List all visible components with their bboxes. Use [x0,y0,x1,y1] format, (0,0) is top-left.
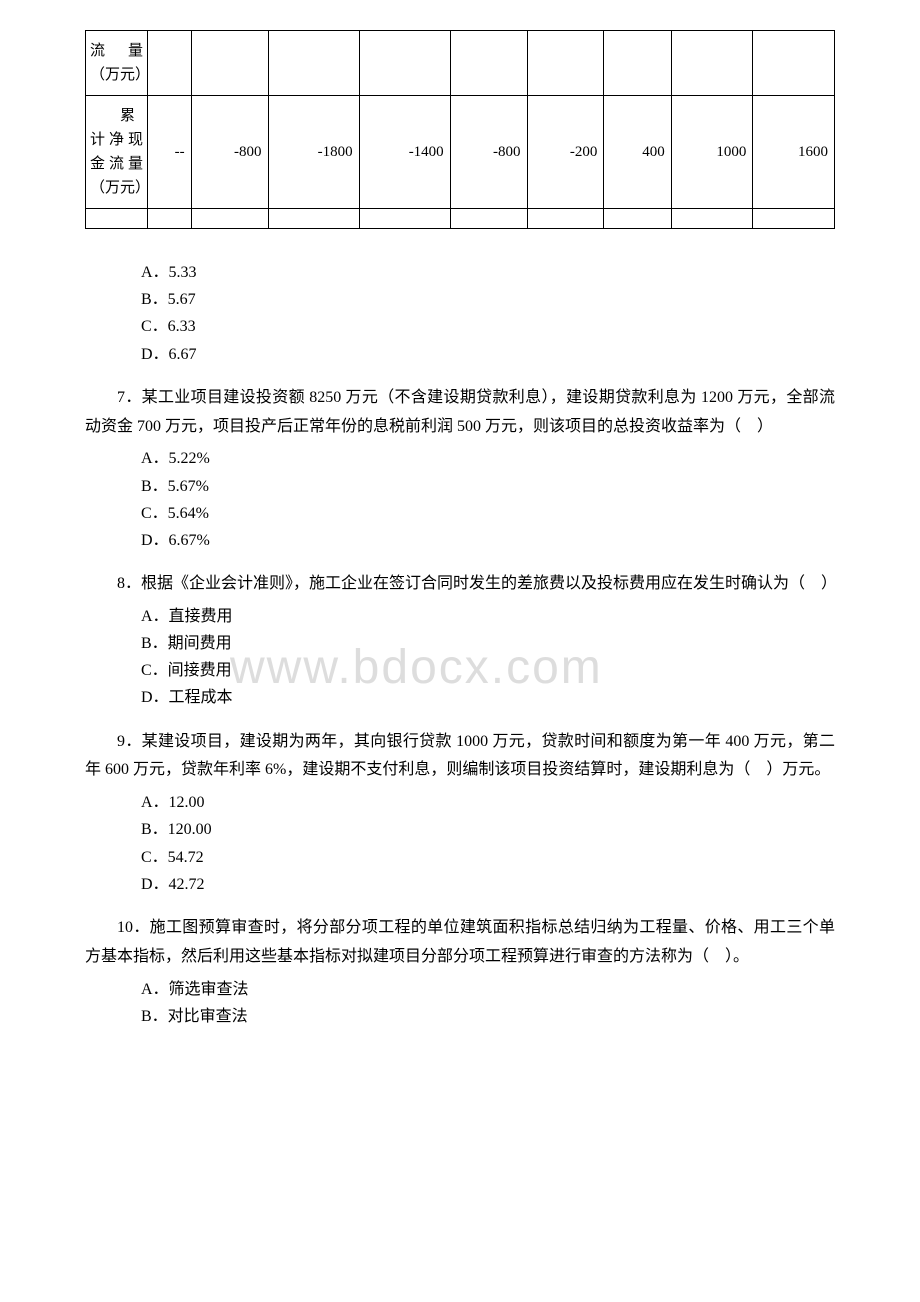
option-c: C．间接费用 [141,657,835,684]
cell [604,31,671,96]
cash-flow-table: 流量（万元） 累计净现金流量（万元） -- -800 -1800 -1400 -… [85,30,835,229]
cell [753,209,835,229]
cell [753,31,835,96]
question-6-options: A．5.33 B．5.67 C．6.33 D．6.67 [85,259,835,368]
option-c: C．6.33 [141,313,835,340]
question-text: 10．施工图预算审查时，将分部分项工程的单位建筑面积指标总结归纳为工程量、价格、… [85,914,835,972]
cell: 400 [604,96,671,209]
cell: 1600 [753,96,835,209]
cell: -800 [191,96,268,209]
cell [527,209,604,229]
option-b: B．期间费用 [141,630,835,657]
option-b: B．5.67% [141,473,835,500]
table-row [86,209,835,229]
cell: -- [148,96,192,209]
question-9: 9．某建设项目，建设期为两年，其向银行贷款 1000 万元，贷款时间和额度为第一… [85,728,835,898]
option-a: A．直接费用 [141,603,835,630]
option-a: A．筛选审查法 [141,976,835,1003]
question-10: 10．施工图预算审查时，将分部分项工程的单位建筑面积指标总结归纳为工程量、价格、… [85,914,835,1030]
option-d: D．6.67% [141,527,835,554]
cell [86,209,148,229]
option-d: D．工程成本 [141,684,835,711]
cell [359,31,450,96]
table-row: 流量（万元） [86,31,835,96]
question-text: 9．某建设项目，建设期为两年，其向银行贷款 1000 万元，贷款时间和额度为第一… [85,728,835,786]
cell: -1800 [268,96,359,209]
cell [268,209,359,229]
cell [671,31,753,96]
option-d: D．6.67 [141,341,835,368]
cell [268,31,359,96]
cell [671,209,753,229]
question-text: 8．根据《企业会计准则》，施工企业在签订合同时发生的差旅费以及投标费用应在发生时… [85,570,835,599]
cell: 1000 [671,96,753,209]
cell [148,209,192,229]
option-a: A．5.22% [141,445,835,472]
question-text: 7．某工业项目建设投资额 8250 万元（不含建设期贷款利息），建设期贷款利息为… [85,384,835,442]
option-c: C．54.72 [141,844,835,871]
cell [359,209,450,229]
option-a: A．12.00 [141,789,835,816]
question-8: 8．根据《企业会计准则》，施工企业在签订合同时发生的差旅费以及投标费用应在发生时… [85,570,835,712]
option-a: A．5.33 [141,259,835,286]
row-label: 累计净现金流量（万元） [86,96,148,209]
cell [604,209,671,229]
question-7: 7．某工业项目建设投资额 8250 万元（不含建设期贷款利息），建设期贷款利息为… [85,384,835,554]
option-b: B．5.67 [141,286,835,313]
cell [191,209,268,229]
cell: -200 [527,96,604,209]
row-label: 流量（万元） [86,31,148,96]
option-c: C．5.64% [141,500,835,527]
cell [450,209,527,229]
option-b: B．对比审查法 [141,1003,835,1030]
cell [527,31,604,96]
cell [191,31,268,96]
cell: -800 [450,96,527,209]
cell [450,31,527,96]
table-row: 累计净现金流量（万元） -- -800 -1800 -1400 -800 -20… [86,96,835,209]
option-b: B．120.00 [141,816,835,843]
cell: -1400 [359,96,450,209]
option-d: D．42.72 [141,871,835,898]
cell [148,31,192,96]
